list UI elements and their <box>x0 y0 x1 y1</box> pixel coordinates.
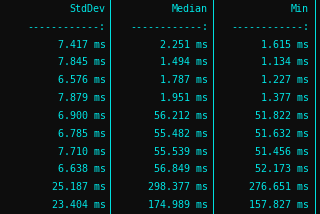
Text: 6.638 ms: 6.638 ms <box>58 164 106 174</box>
Text: 55.482 ms: 55.482 ms <box>154 129 208 139</box>
Text: 1.377 ms: 1.377 ms <box>261 93 309 103</box>
Text: 1.494 ms: 1.494 ms <box>160 57 208 67</box>
Text: 1.951 ms: 1.951 ms <box>160 93 208 103</box>
Text: 7.710 ms: 7.710 ms <box>58 147 106 157</box>
Text: 7.845 ms: 7.845 ms <box>58 57 106 67</box>
Text: 25.187 ms: 25.187 ms <box>52 182 106 192</box>
Text: 6.576 ms: 6.576 ms <box>58 75 106 85</box>
Text: 6.785 ms: 6.785 ms <box>58 129 106 139</box>
Text: ------------:: ------------: <box>130 22 208 32</box>
Text: 51.456 ms: 51.456 ms <box>255 147 309 157</box>
Text: 157.827 ms: 157.827 ms <box>249 200 309 210</box>
Text: 1.227 ms: 1.227 ms <box>261 75 309 85</box>
Text: 276.651 ms: 276.651 ms <box>249 182 309 192</box>
Text: 51.632 ms: 51.632 ms <box>255 129 309 139</box>
Text: ------------:: ------------: <box>231 22 309 32</box>
Text: 298.377 ms: 298.377 ms <box>148 182 208 192</box>
Text: 56.849 ms: 56.849 ms <box>154 164 208 174</box>
Text: 1.134 ms: 1.134 ms <box>261 57 309 67</box>
Text: ------------:: ------------: <box>28 22 106 32</box>
Text: Min: Min <box>291 4 309 14</box>
Text: 2.251 ms: 2.251 ms <box>160 40 208 50</box>
Text: 56.212 ms: 56.212 ms <box>154 111 208 121</box>
Text: 7.417 ms: 7.417 ms <box>58 40 106 50</box>
Text: 52.173 ms: 52.173 ms <box>255 164 309 174</box>
Text: 174.989 ms: 174.989 ms <box>148 200 208 210</box>
Text: 1.787 ms: 1.787 ms <box>160 75 208 85</box>
Text: Median: Median <box>172 4 208 14</box>
Text: 6.900 ms: 6.900 ms <box>58 111 106 121</box>
Text: 55.539 ms: 55.539 ms <box>154 147 208 157</box>
Text: 23.404 ms: 23.404 ms <box>52 200 106 210</box>
Text: 1.615 ms: 1.615 ms <box>261 40 309 50</box>
Text: StdDev: StdDev <box>70 4 106 14</box>
Text: 51.822 ms: 51.822 ms <box>255 111 309 121</box>
Text: 7.879 ms: 7.879 ms <box>58 93 106 103</box>
